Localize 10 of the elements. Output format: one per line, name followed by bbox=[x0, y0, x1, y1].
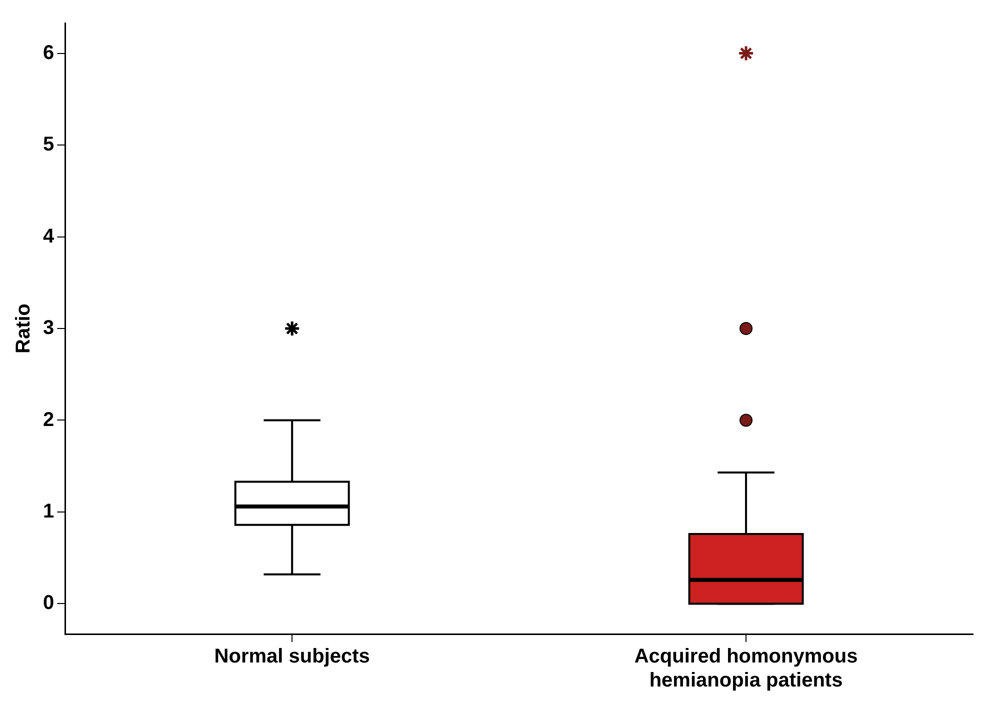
x-tick-label: Acquired homonymous hemianopia patients bbox=[634, 646, 858, 692]
y-tick-label: 2 bbox=[43, 408, 54, 431]
y-tick-label: 3 bbox=[43, 317, 54, 340]
x-tick-label: Normal subjects bbox=[214, 646, 370, 668]
y-tick-label: 5 bbox=[43, 134, 54, 156]
y-axis-title: Ratio bbox=[12, 304, 35, 354]
y-tick-label: 0 bbox=[43, 592, 54, 614]
y-tick-label: 6 bbox=[43, 42, 54, 64]
y-tick-label: 1 bbox=[43, 500, 54, 522]
y-tick-label: 4 bbox=[43, 225, 55, 248]
